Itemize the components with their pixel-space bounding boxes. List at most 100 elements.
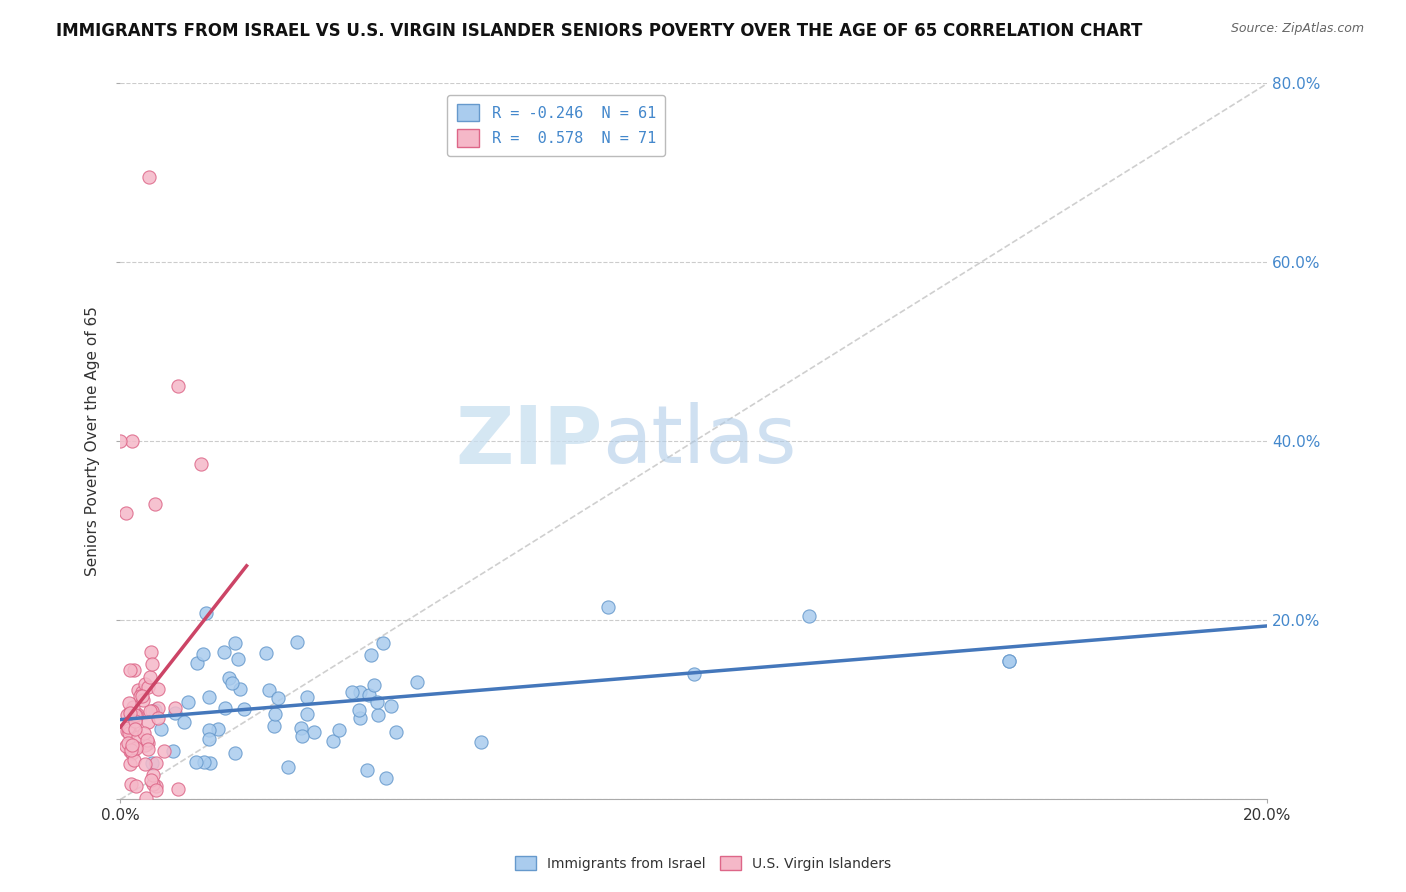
Point [221, 675, 243, 690]
Point [385, 725, 408, 739]
Point [138, 170, 160, 185]
Point [121, 738, 143, 752]
Point [115, 739, 138, 753]
Point [228, 652, 250, 666]
Point [167, 782, 190, 797]
Point [177, 695, 200, 709]
Point [124, 740, 146, 755]
Point [135, 791, 157, 805]
Point [224, 636, 246, 650]
Point [142, 777, 165, 791]
Point [117, 724, 139, 739]
Point [198, 731, 221, 746]
Point [139, 772, 162, 787]
Point [163, 706, 186, 721]
Point [375, 771, 398, 785]
Point [129, 689, 152, 703]
Point [218, 671, 240, 685]
Point [136, 741, 159, 756]
Text: Source: ZipAtlas.com: Source: ZipAtlas.com [1230, 22, 1364, 36]
Point [264, 707, 287, 722]
Point [127, 683, 149, 698]
Text: IMMIGRANTS FROM ISRAEL VS U.S. VIRGIN ISLANDER SENIORS POVERTY OVER THE AGE OF 6: IMMIGRANTS FROM ISRAEL VS U.S. VIRGIN IS… [56, 22, 1143, 40]
Point [143, 703, 166, 717]
Point [683, 667, 706, 681]
Point [322, 734, 344, 748]
Point [596, 600, 619, 615]
Point [145, 756, 167, 770]
Point [207, 722, 229, 736]
Point [373, 636, 395, 650]
Point [125, 706, 148, 721]
Point [120, 706, 142, 721]
Point [166, 379, 188, 393]
Point [214, 701, 236, 715]
Point [121, 699, 143, 714]
Point [212, 645, 235, 659]
Point [134, 677, 156, 691]
Point [122, 753, 145, 767]
Point [198, 756, 221, 770]
Point [141, 657, 163, 672]
Point [124, 720, 146, 734]
Point [115, 707, 138, 722]
Point [153, 744, 176, 758]
Point [131, 684, 153, 698]
Point [195, 607, 218, 621]
Point [360, 648, 382, 663]
Point [145, 783, 167, 797]
Point [115, 506, 138, 520]
Point [162, 744, 184, 758]
Point [349, 710, 371, 724]
Point [139, 704, 162, 718]
Point [295, 706, 318, 721]
Point [120, 777, 142, 791]
Point [117, 736, 139, 750]
Point [110, 434, 132, 449]
Point [224, 746, 246, 760]
Point [145, 779, 167, 793]
Point [132, 726, 155, 740]
Point [139, 645, 162, 659]
Point [118, 744, 141, 758]
Point [142, 768, 165, 782]
Point [347, 703, 370, 717]
Point [405, 675, 427, 690]
Point [254, 646, 277, 660]
Point [267, 691, 290, 706]
Point [357, 689, 380, 703]
Point [139, 670, 162, 684]
Point [125, 708, 148, 723]
Point [138, 680, 160, 694]
Point [124, 722, 146, 736]
Point [363, 678, 385, 692]
Point [366, 695, 388, 709]
Point [380, 698, 402, 713]
Point [141, 704, 163, 718]
Point [328, 723, 350, 738]
Point [186, 656, 208, 670]
Point [124, 714, 146, 729]
Point [148, 711, 170, 725]
Point [163, 700, 186, 714]
Point [118, 663, 141, 677]
Legend: Immigrants from Israel, U.S. Virgin Islanders: Immigrants from Israel, U.S. Virgin Isla… [510, 850, 896, 876]
Point [998, 654, 1021, 668]
Point [146, 681, 169, 696]
Point [229, 681, 252, 696]
Point [117, 721, 139, 735]
Point [277, 760, 299, 774]
Text: ZIP: ZIP [456, 402, 602, 481]
Point [118, 705, 141, 719]
Point [191, 647, 214, 661]
Point [340, 685, 363, 699]
Point [136, 714, 159, 729]
Point [198, 690, 221, 704]
Point [259, 683, 281, 698]
Point [173, 715, 195, 730]
Point [121, 708, 143, 723]
Text: atlas: atlas [602, 402, 797, 481]
Point [141, 756, 163, 770]
Point [125, 779, 148, 793]
Point [118, 697, 141, 711]
